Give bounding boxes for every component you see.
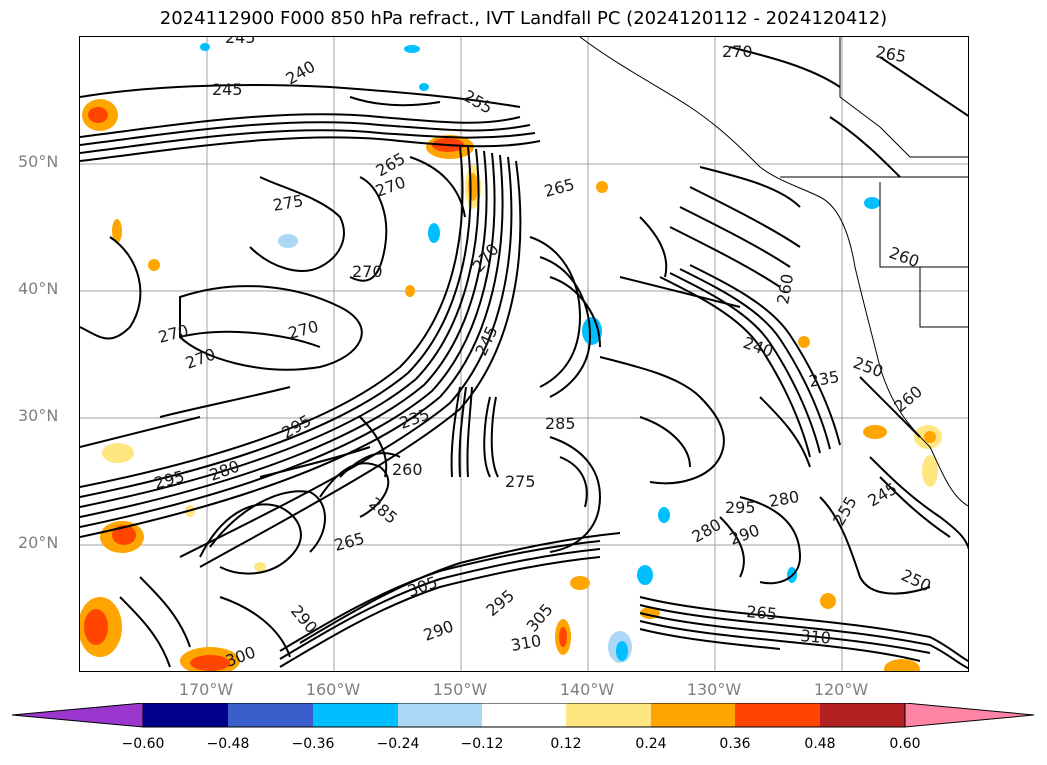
lat-label-20n: 20°N	[18, 533, 59, 552]
contour-label: 265	[542, 175, 576, 201]
contour-label: 245	[865, 479, 901, 511]
refractivity-anomaly-fills	[80, 43, 942, 671]
contour-label: 280	[207, 456, 242, 484]
contour-label: 270	[352, 262, 383, 281]
colorbar-segment	[566, 703, 651, 727]
contour-label: 255	[829, 493, 861, 529]
contour-label: 265	[746, 602, 778, 624]
colorbar-extend-min	[12, 703, 144, 728]
map-panel: 245 240 245 270 265 255 265 275 270 270 …	[79, 36, 969, 672]
contour-label: 260	[773, 272, 797, 305]
colorbar-tick: 0.36	[719, 736, 751, 752]
colorbar-segment	[735, 703, 820, 727]
contour-label: 280	[767, 487, 800, 511]
contour-label: 270	[183, 344, 218, 372]
colorbar-tick: 0.48	[804, 736, 836, 752]
contour-label: 235	[807, 367, 840, 391]
contour-label: 290	[287, 601, 321, 637]
map-title: 2024112900 F000 850 hPa refract., IVT La…	[159, 8, 888, 29]
colorbar-segment	[143, 703, 228, 727]
contour-label: 285	[365, 494, 401, 528]
contour-label: 305	[405, 572, 440, 600]
contour-label: 305	[523, 600, 557, 636]
colorbar	[12, 703, 1035, 728]
colorbar-tick: −0.48	[206, 736, 250, 752]
lat-label-30n: 30°N	[18, 406, 59, 425]
contour-label: 295	[482, 586, 518, 620]
coastline	[579, 37, 968, 507]
colorbar-extend-max	[904, 703, 1035, 728]
lat-label-50n: 50°N	[18, 152, 59, 171]
contour-label: 290	[421, 616, 456, 644]
lon-label-140w: 140°W	[559, 680, 615, 699]
colorbar-tick: −0.36	[291, 736, 335, 752]
contour-label: 275	[505, 472, 536, 491]
colorbar-tick: −0.12	[460, 736, 504, 752]
contour-label: 270	[373, 172, 408, 200]
colorbar-tick: 0.12	[550, 736, 582, 752]
contour-label: 240	[283, 57, 319, 89]
contour-label: 280	[689, 515, 725, 547]
contour-label: 240	[741, 333, 776, 361]
lat-label-40n: 40°N	[18, 279, 59, 298]
lon-label-150w: 150°W	[432, 680, 488, 699]
contour-label: 310	[800, 626, 832, 648]
colorbar-tick: 0.24	[635, 736, 667, 752]
contour-label: 265	[332, 529, 366, 555]
colorbar-segment	[482, 703, 566, 727]
contour-label: 260	[392, 460, 423, 479]
colorbar-segment	[820, 703, 905, 727]
colorbar-segment	[313, 703, 398, 727]
contour-label: 260	[890, 382, 926, 416]
contour-label: 245	[212, 80, 243, 99]
colorbar-tick: −0.24	[376, 736, 420, 752]
colorbar-segment	[228, 703, 313, 727]
colorbar-segment	[651, 703, 735, 727]
contour-label: 285	[545, 414, 576, 433]
contour-label: 300	[223, 642, 258, 670]
colorbar-tick: 0.60	[889, 736, 921, 752]
contour-label: 245	[225, 37, 256, 47]
lon-label-170w: 170°W	[178, 680, 234, 699]
contour-label: 295	[725, 498, 756, 517]
contour-label: 270	[286, 317, 320, 343]
contour-label: 270	[722, 42, 753, 61]
lon-label-120w: 120°W	[813, 680, 869, 699]
contour-label: 275	[271, 191, 304, 215]
colorbar-segment	[398, 703, 482, 727]
contour-label: 255	[460, 86, 496, 118]
contour-label: 245	[471, 323, 501, 359]
colorbar-tick: −0.60	[121, 736, 165, 752]
map-plot: 245 240 245 270 265 255 265 275 270 270 …	[80, 37, 968, 671]
contour-label: 295	[279, 411, 315, 443]
contour-label: 265	[874, 42, 907, 66]
lon-label-160w: 160°W	[305, 680, 361, 699]
lon-label-130w: 130°W	[686, 680, 742, 699]
ivt-contours	[80, 46, 968, 670]
contour-label: 235	[397, 404, 432, 432]
contour-label: 250	[851, 353, 886, 381]
